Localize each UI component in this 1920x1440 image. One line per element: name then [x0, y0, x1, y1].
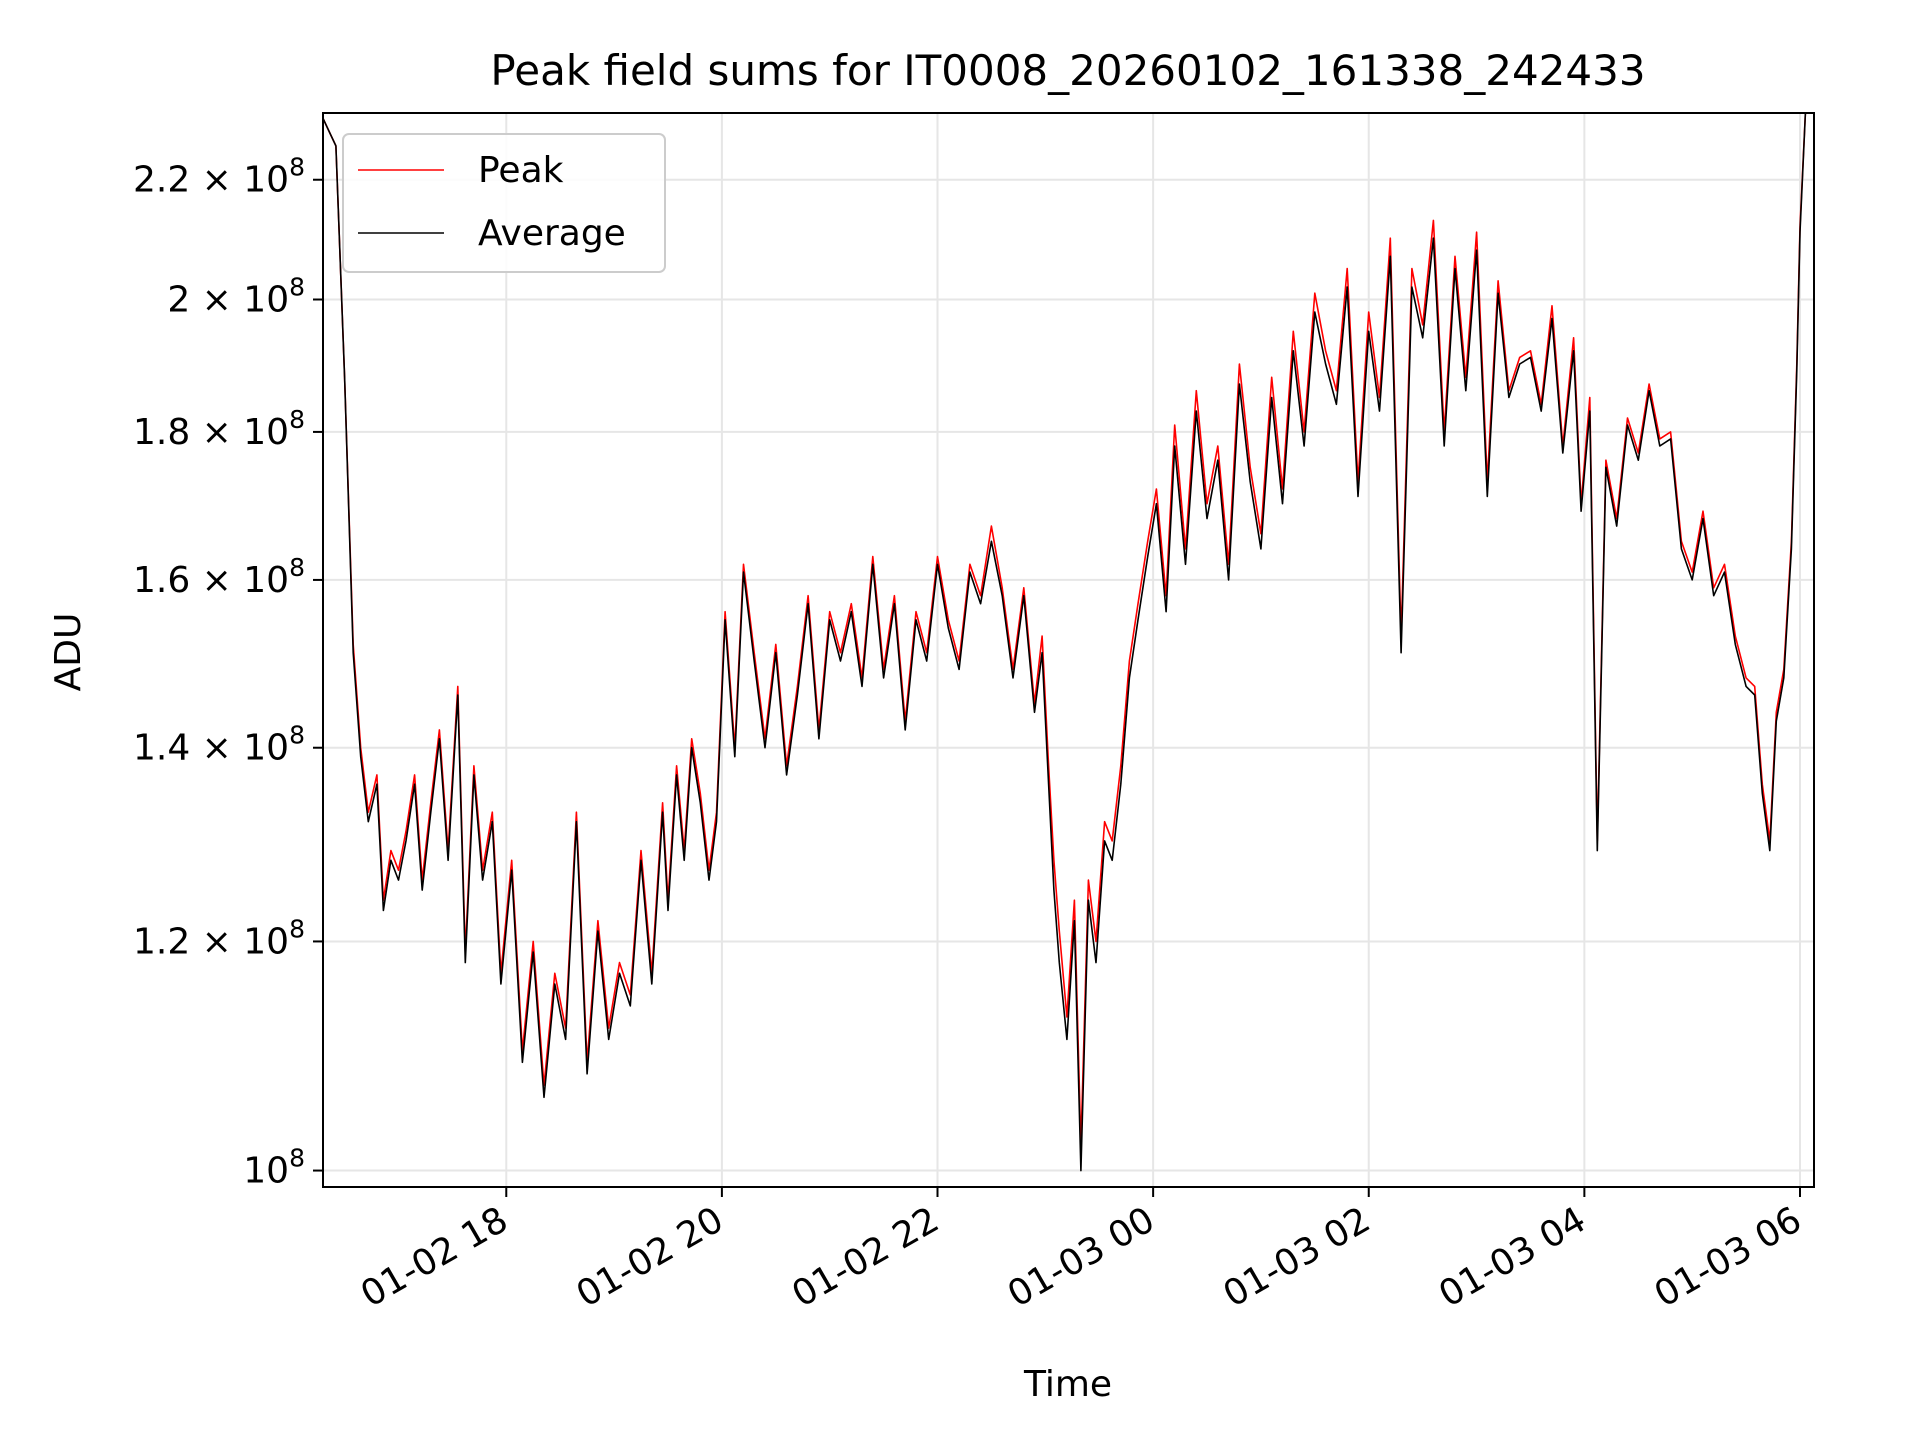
legend: Peak Average	[342, 133, 666, 273]
grid	[323, 113, 1814, 1187]
y-tick-label: 2 × 108	[167, 273, 305, 321]
legend-peak-label: Peak	[478, 150, 564, 191]
series-layer	[322, 112, 1807, 1172]
series-line-average	[322, 112, 1807, 1172]
y-tick-label: 1.4 × 108	[133, 721, 305, 769]
y-tick-label: 2.2 × 108	[133, 153, 305, 201]
legend-average-label: Average	[478, 213, 626, 254]
y-axis: 108 1.2 × 108 1.4 × 108 1.6 × 108 1.8 × 108 2…	[133, 153, 323, 1192]
chart-title: Peak field sums for IT0008_20260102_1613…	[490, 46, 1645, 95]
y-tick-label: 1.6 × 108	[133, 553, 305, 601]
y-tick-label: 1.8 × 108	[133, 405, 305, 453]
y-axis-label: ADU	[48, 613, 89, 692]
legend-box	[342, 133, 666, 273]
x-axis-label: Time	[1023, 1364, 1112, 1405]
y-tick-label: 1.2 × 108	[133, 914, 305, 962]
y-tick-label: 108	[243, 1144, 305, 1192]
plot-frame	[322, 112, 1815, 1188]
